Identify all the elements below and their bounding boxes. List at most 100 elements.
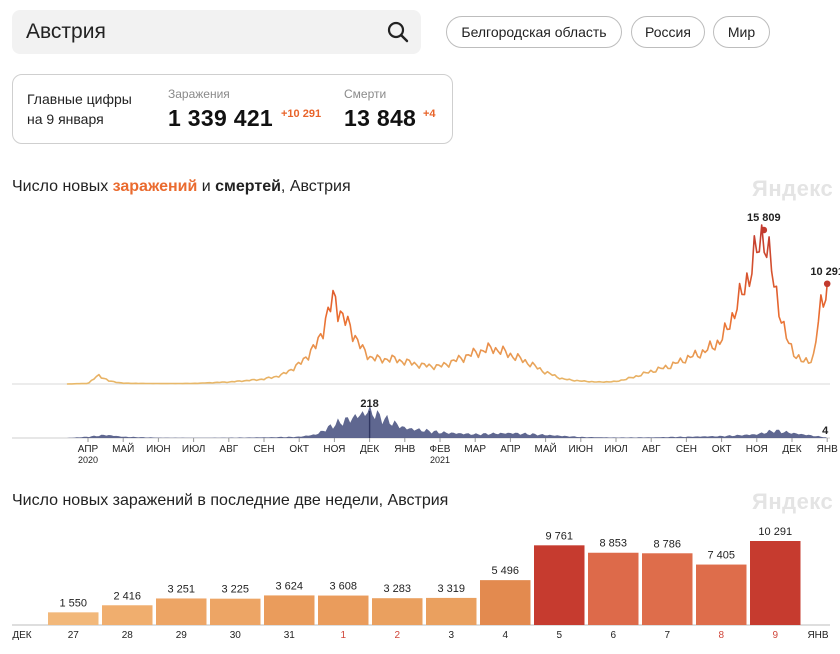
bar-value-label: 8 853 [599, 538, 627, 550]
bar-value-label: 3 608 [329, 581, 357, 593]
yandex-watermark-1: Яндекс [752, 176, 834, 201]
bar [102, 605, 153, 625]
bar [696, 564, 747, 625]
month-label: АВГ [642, 444, 661, 455]
yandex-watermark-2: Яндекс [752, 489, 834, 514]
deaths-peak-label: 218 [360, 398, 378, 410]
infections-peak-label: 15 809 [747, 212, 781, 224]
deaths-value: 13 848 [344, 105, 417, 131]
day-label: 3 [448, 630, 454, 641]
bar [642, 553, 693, 625]
infections-line [66, 224, 828, 385]
chart1-title-deaths: смертей [215, 178, 281, 195]
deaths-delta: +4 [423, 108, 436, 120]
month-label: ИЮН [569, 444, 594, 455]
bar [210, 598, 261, 625]
summary-card: Главные цифры на 9 января Заражения 1 33… [12, 74, 453, 144]
chart1-title-mid: и [197, 178, 216, 195]
chart1-title-infections: заражений [112, 178, 198, 195]
bar [480, 580, 531, 625]
month-label: СЕН [253, 444, 274, 455]
month-label: МАЙ [535, 442, 557, 455]
bar-value-label: 7 405 [707, 550, 735, 562]
bar [48, 612, 99, 625]
month-label: ЯНВ [817, 444, 838, 455]
day-label: 8 [718, 630, 724, 641]
month-label: ОКТ [289, 444, 309, 455]
day-label: 5 [556, 630, 562, 641]
bar-value-label: 3 319 [437, 583, 465, 595]
bar [318, 595, 369, 625]
day-label: 27 [68, 630, 80, 641]
bar-value-label: 2 416 [113, 590, 141, 602]
month-label: АПР [500, 444, 521, 455]
day-label: 9 [772, 630, 778, 641]
month-label: ФЕВ [430, 444, 451, 455]
month-label: ЯНВ [394, 444, 415, 455]
search-query[interactable]: Австрия [26, 20, 106, 43]
year-label: 2021 [430, 455, 450, 465]
chart1-title: Число новых заражений и смертей, Австрия [12, 178, 351, 196]
summary-label-line2: на 9 января [27, 111, 104, 127]
search-icon[interactable] [387, 21, 409, 43]
infections-last-dot [823, 280, 831, 288]
month-label: НОЯ [323, 444, 345, 455]
day-label: 1 [340, 630, 346, 641]
bar [534, 545, 585, 625]
day-label: 29 [176, 630, 188, 641]
infections-value: 1 339 421 [168, 105, 274, 131]
day-label: 30 [230, 630, 242, 641]
infections-delta: +10 291 [281, 108, 322, 120]
day-label: 31 [284, 630, 296, 641]
chart1-title-post: , Австрия [280, 178, 351, 195]
summary-label-line1: Главные цифры [27, 91, 132, 107]
bar-value-label: 9 761 [545, 530, 573, 542]
region-pill-belgorod[interactable]: Белгородская область [446, 16, 622, 48]
bar [750, 541, 801, 625]
bars-end-month: ЯНВ [807, 630, 828, 641]
bar [426, 597, 477, 625]
bars-start-month: ДЕК [12, 630, 31, 641]
infections-last-label: 10 291 [810, 266, 840, 278]
search-bar[interactable]: Австрия [12, 10, 421, 54]
region-pill-world[interactable]: Мир [713, 16, 770, 48]
region-pill-russia[interactable]: Россия [631, 16, 705, 48]
bar [372, 598, 423, 625]
deaths-area [66, 405, 828, 438]
day-label: 7 [664, 630, 670, 641]
month-label: НОЯ [746, 444, 768, 455]
day-label: 2 [394, 630, 400, 641]
day-label: 6 [610, 630, 616, 641]
bar-value-label: 1 550 [59, 597, 87, 609]
bar-value-label: 5 496 [491, 565, 519, 577]
deaths-last-label: 4 [822, 425, 829, 437]
month-label: ДЕК [360, 444, 379, 455]
bar [588, 552, 639, 625]
month-label: МАЙ [112, 442, 134, 455]
chart1-title-pre: Число новых [12, 178, 113, 195]
day-label: 4 [502, 630, 508, 641]
bar-value-label: 3 251 [167, 583, 195, 595]
bar-value-label: 3 225 [221, 584, 249, 596]
month-label: ИЮН [146, 444, 171, 455]
chart2-title: Число новых заражений в последние две не… [12, 492, 449, 509]
infections-peak-dot [760, 226, 768, 234]
infections-label: Заражения [168, 87, 230, 101]
bar-value-label: 8 786 [653, 538, 681, 550]
month-label: АВГ [219, 444, 238, 455]
bar-value-label: 3 624 [275, 580, 303, 592]
deaths-label: Смерти [344, 87, 387, 101]
bar-value-label: 3 283 [383, 583, 411, 595]
month-label: ОКТ [712, 444, 732, 455]
month-label: ИЮЛ [182, 444, 205, 455]
year-label: 2020 [78, 455, 98, 465]
day-label: 28 [122, 630, 134, 641]
month-label: ДЕК [782, 444, 801, 455]
month-label: ИЮЛ [604, 444, 627, 455]
bar [156, 598, 207, 625]
month-label: АПР [78, 444, 99, 455]
bar-value-label: 10 291 [758, 526, 792, 538]
month-label: МАР [464, 444, 486, 455]
